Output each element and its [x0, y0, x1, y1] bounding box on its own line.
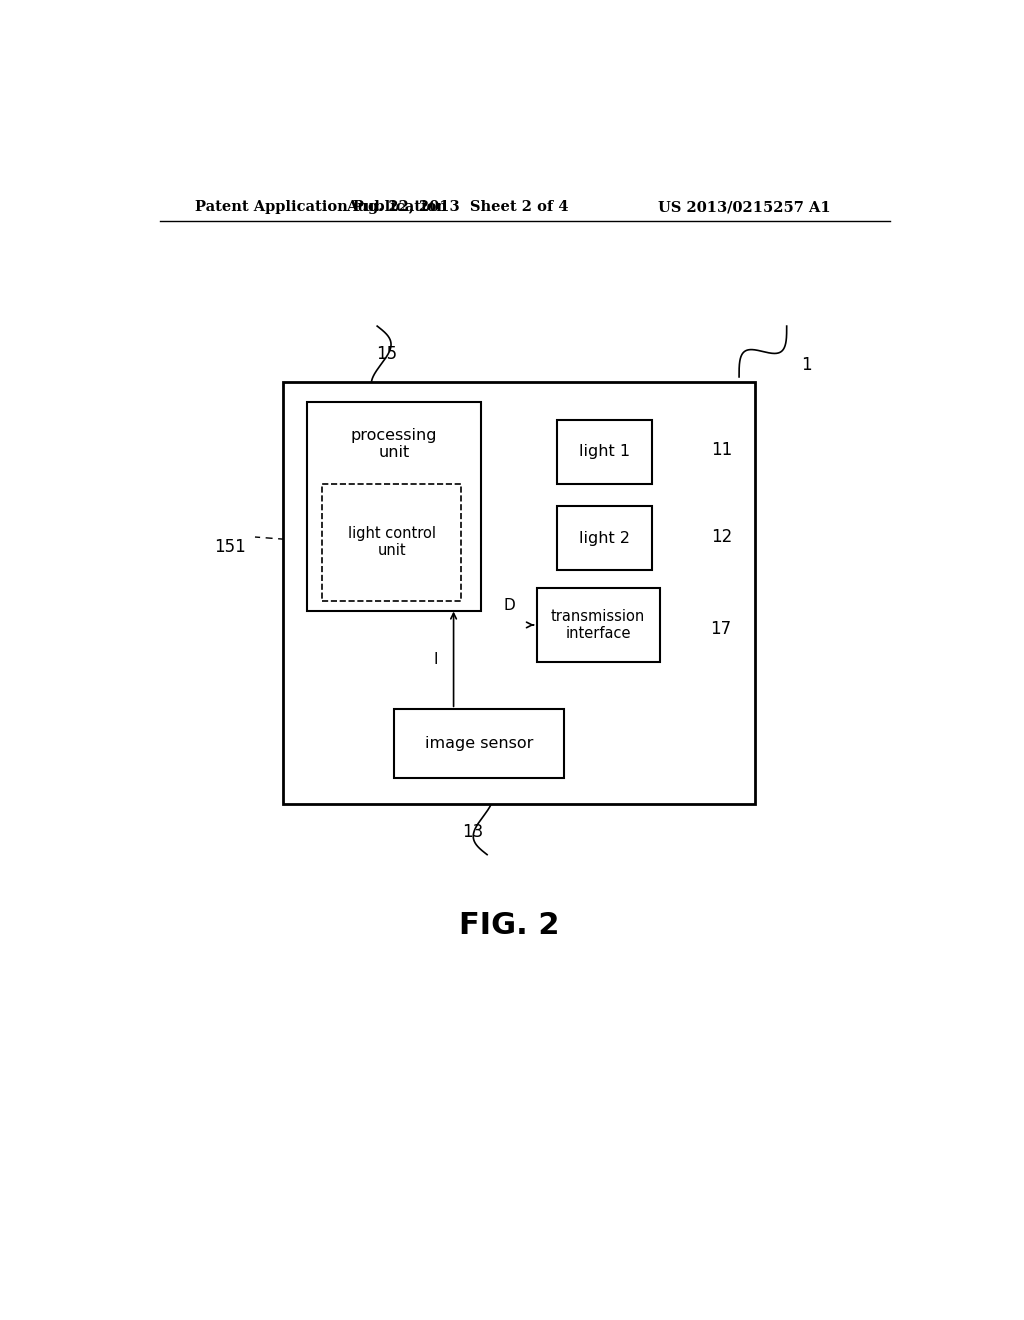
Text: 11: 11 [712, 441, 732, 459]
Text: I: I [434, 652, 438, 668]
Text: FIG. 2: FIG. 2 [459, 911, 559, 940]
Text: light 1: light 1 [579, 444, 630, 459]
Text: D: D [503, 598, 515, 612]
FancyBboxPatch shape [283, 381, 755, 804]
FancyBboxPatch shape [557, 420, 652, 483]
Text: image sensor: image sensor [425, 737, 534, 751]
Text: US 2013/0215257 A1: US 2013/0215257 A1 [657, 201, 830, 214]
Text: light control
unit: light control unit [348, 525, 436, 558]
FancyBboxPatch shape [537, 589, 659, 661]
Text: Aug. 22, 2013  Sheet 2 of 4: Aug. 22, 2013 Sheet 2 of 4 [346, 201, 568, 214]
Text: processing
unit: processing unit [350, 428, 437, 461]
Text: 17: 17 [710, 620, 731, 638]
Text: light 2: light 2 [579, 531, 630, 545]
Text: Patent Application Publication: Patent Application Publication [196, 201, 447, 214]
Text: 151: 151 [214, 537, 246, 556]
FancyBboxPatch shape [306, 403, 481, 611]
Text: transmission
interface: transmission interface [551, 609, 645, 642]
FancyBboxPatch shape [323, 483, 461, 601]
FancyBboxPatch shape [394, 709, 564, 779]
Text: 15: 15 [376, 345, 397, 363]
Text: 1: 1 [801, 355, 812, 374]
FancyBboxPatch shape [557, 506, 652, 570]
Text: 13: 13 [463, 824, 484, 841]
Text: 12: 12 [712, 528, 732, 545]
